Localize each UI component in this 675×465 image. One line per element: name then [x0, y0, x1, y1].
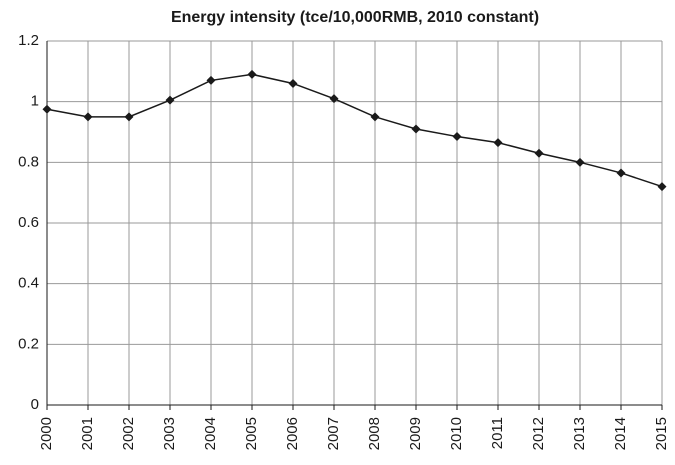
- y-tick-label: 0.2: [18, 335, 39, 352]
- y-tick-label: 1: [31, 93, 39, 110]
- x-tick-label: 2014: [612, 417, 629, 450]
- marker: [42, 104, 52, 114]
- x-tick-label: 2008: [366, 417, 383, 450]
- x-tick-label: 2001: [79, 417, 96, 450]
- marker: [329, 94, 339, 104]
- marker: [411, 124, 421, 134]
- y-tick-label: 1.2: [18, 32, 39, 49]
- x-tick-label: 2013: [571, 417, 588, 450]
- marker: [575, 157, 585, 167]
- x-tick-label: 2002: [120, 417, 137, 450]
- x-tick-label: 2005: [243, 417, 260, 450]
- x-tick-label: 2003: [161, 417, 178, 450]
- marker: [534, 148, 544, 158]
- x-tick-label: 2000: [38, 417, 55, 450]
- chart-title: Energy intensity (tce/10,000RMB, 2010 co…: [171, 9, 539, 26]
- x-tick-label: 2011: [489, 417, 506, 449]
- marker: [124, 112, 134, 122]
- marker: [247, 69, 257, 79]
- x-tick-label: 2012: [530, 417, 547, 450]
- x-tick-label: 2015: [653, 417, 670, 450]
- x-tick-label: 2007: [325, 417, 342, 450]
- line: [46, 73, 663, 188]
- x-tick-label: 2006: [284, 417, 301, 450]
- x-tick-label: 2010: [448, 417, 465, 450]
- marker: [452, 132, 462, 142]
- y-tick-label: 0.8: [18, 153, 39, 170]
- marker: [657, 182, 667, 192]
- marker: [288, 78, 298, 88]
- y-tick-label: 0: [31, 396, 39, 413]
- marker: [83, 112, 93, 122]
- marker: [493, 138, 503, 148]
- marker: [165, 95, 175, 105]
- marker: [206, 75, 216, 85]
- y-tick-label: 0.4: [18, 275, 39, 292]
- marker: [616, 168, 626, 178]
- x-tick-label: 2009: [407, 417, 424, 450]
- y-tick-label: 0.6: [18, 214, 39, 231]
- marker: [370, 112, 380, 122]
- x-tick-label: 2004: [202, 417, 219, 450]
